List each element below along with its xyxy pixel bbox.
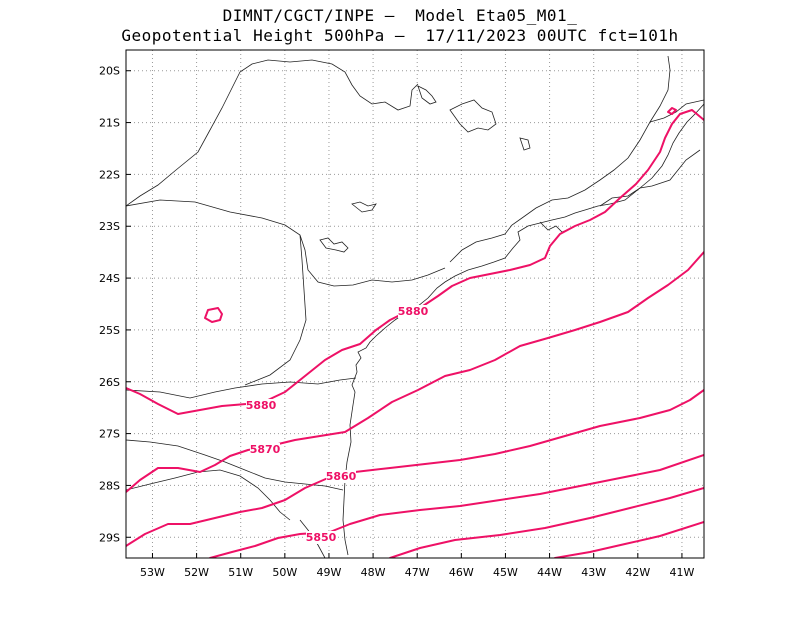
- latitude-tick-label: 22S: [99, 168, 120, 181]
- reservoir-5: [519, 137, 531, 151]
- longitude-tick-label: 47W: [405, 566, 430, 579]
- longitude-tick-label: 41W: [670, 566, 695, 579]
- atlantic-coastline: [342, 103, 704, 556]
- contour-5880-north: [375, 109, 704, 331]
- contour-label: 5880: [246, 399, 277, 412]
- latitude-axis: 20S 21S 22S 23S 24S 25S 26S 27S 28S 29S: [99, 65, 131, 544]
- reservoir-4: [417, 85, 437, 105]
- contour-5840: [389, 487, 704, 558]
- latitude-tick-label: 28S: [99, 479, 120, 492]
- longitude-tick-label: 52W: [184, 566, 209, 579]
- contour-5850: [209, 454, 704, 558]
- latitude-tick-label: 20S: [99, 65, 120, 78]
- longitude-tick-label: 43W: [581, 566, 606, 579]
- latitude-tick-label: 25S: [99, 324, 120, 337]
- height-contours: [126, 107, 704, 558]
- reservoir-2: [351, 201, 377, 213]
- contour-labels: 5880 5880 5870 5860 5850: [246, 305, 429, 544]
- reservoir-3: [449, 99, 497, 133]
- map-title-line1: DIMNT/CGCT/INPE – Model Eta05_M01_: [222, 6, 578, 25]
- contour-label: 5850: [306, 531, 337, 544]
- longitude-tick-label: 53W: [140, 566, 165, 579]
- sc-rs-border: [126, 439, 344, 491]
- latitude-tick-label: 24S: [99, 272, 120, 285]
- latitude-tick-label: 26S: [99, 376, 120, 389]
- longitude-tick-label: 46W: [449, 566, 474, 579]
- lat-lon-grid: [126, 50, 704, 558]
- contour-label: 5880: [398, 305, 429, 318]
- contour-label: 5860: [326, 470, 357, 483]
- longitude-tick-label: 42W: [625, 566, 650, 579]
- longitude-tick-label: 49W: [317, 566, 342, 579]
- contour-5870: [126, 251, 704, 493]
- latitude-tick-label: 27S: [99, 428, 120, 441]
- interior-border-mg: [599, 149, 701, 207]
- contour-label: 5870: [250, 443, 281, 456]
- longitude-tick-label: 44W: [537, 566, 562, 579]
- contour-5880-cell: [204, 307, 223, 323]
- longitude-tick-label: 50W: [272, 566, 297, 579]
- sao-paulo-state-border: [126, 199, 446, 287]
- latitude-tick-label: 23S: [99, 220, 120, 233]
- map-title-line2: Geopotential Height 500hPa – 17/11/2023 …: [121, 26, 679, 45]
- rj-mg-border: [449, 55, 671, 263]
- parana-river: [244, 234, 307, 386]
- longitude-tick-label: 48W: [361, 566, 386, 579]
- map-frame: [125, 49, 705, 559]
- contour-5880-loop: [667, 107, 677, 115]
- contour-5860: [126, 389, 704, 547]
- longitude-tick-label: 45W: [493, 566, 518, 579]
- minas-border: [126, 59, 419, 207]
- es-border: [649, 99, 704, 123]
- parana-sc-border: [126, 377, 357, 399]
- reservoir-1: [319, 237, 349, 253]
- contour-5830: [554, 521, 704, 558]
- uruguay-river: [126, 469, 291, 521]
- longitude-axis: 53W 52W 51W 50W 49W 48W 47W 46W 45W 44W 43W 42W 41W: [140, 553, 694, 579]
- latitude-tick-label: 21S: [99, 117, 120, 130]
- latitude-tick-label: 29S: [99, 531, 120, 544]
- longitude-tick-label: 51W: [228, 566, 253, 579]
